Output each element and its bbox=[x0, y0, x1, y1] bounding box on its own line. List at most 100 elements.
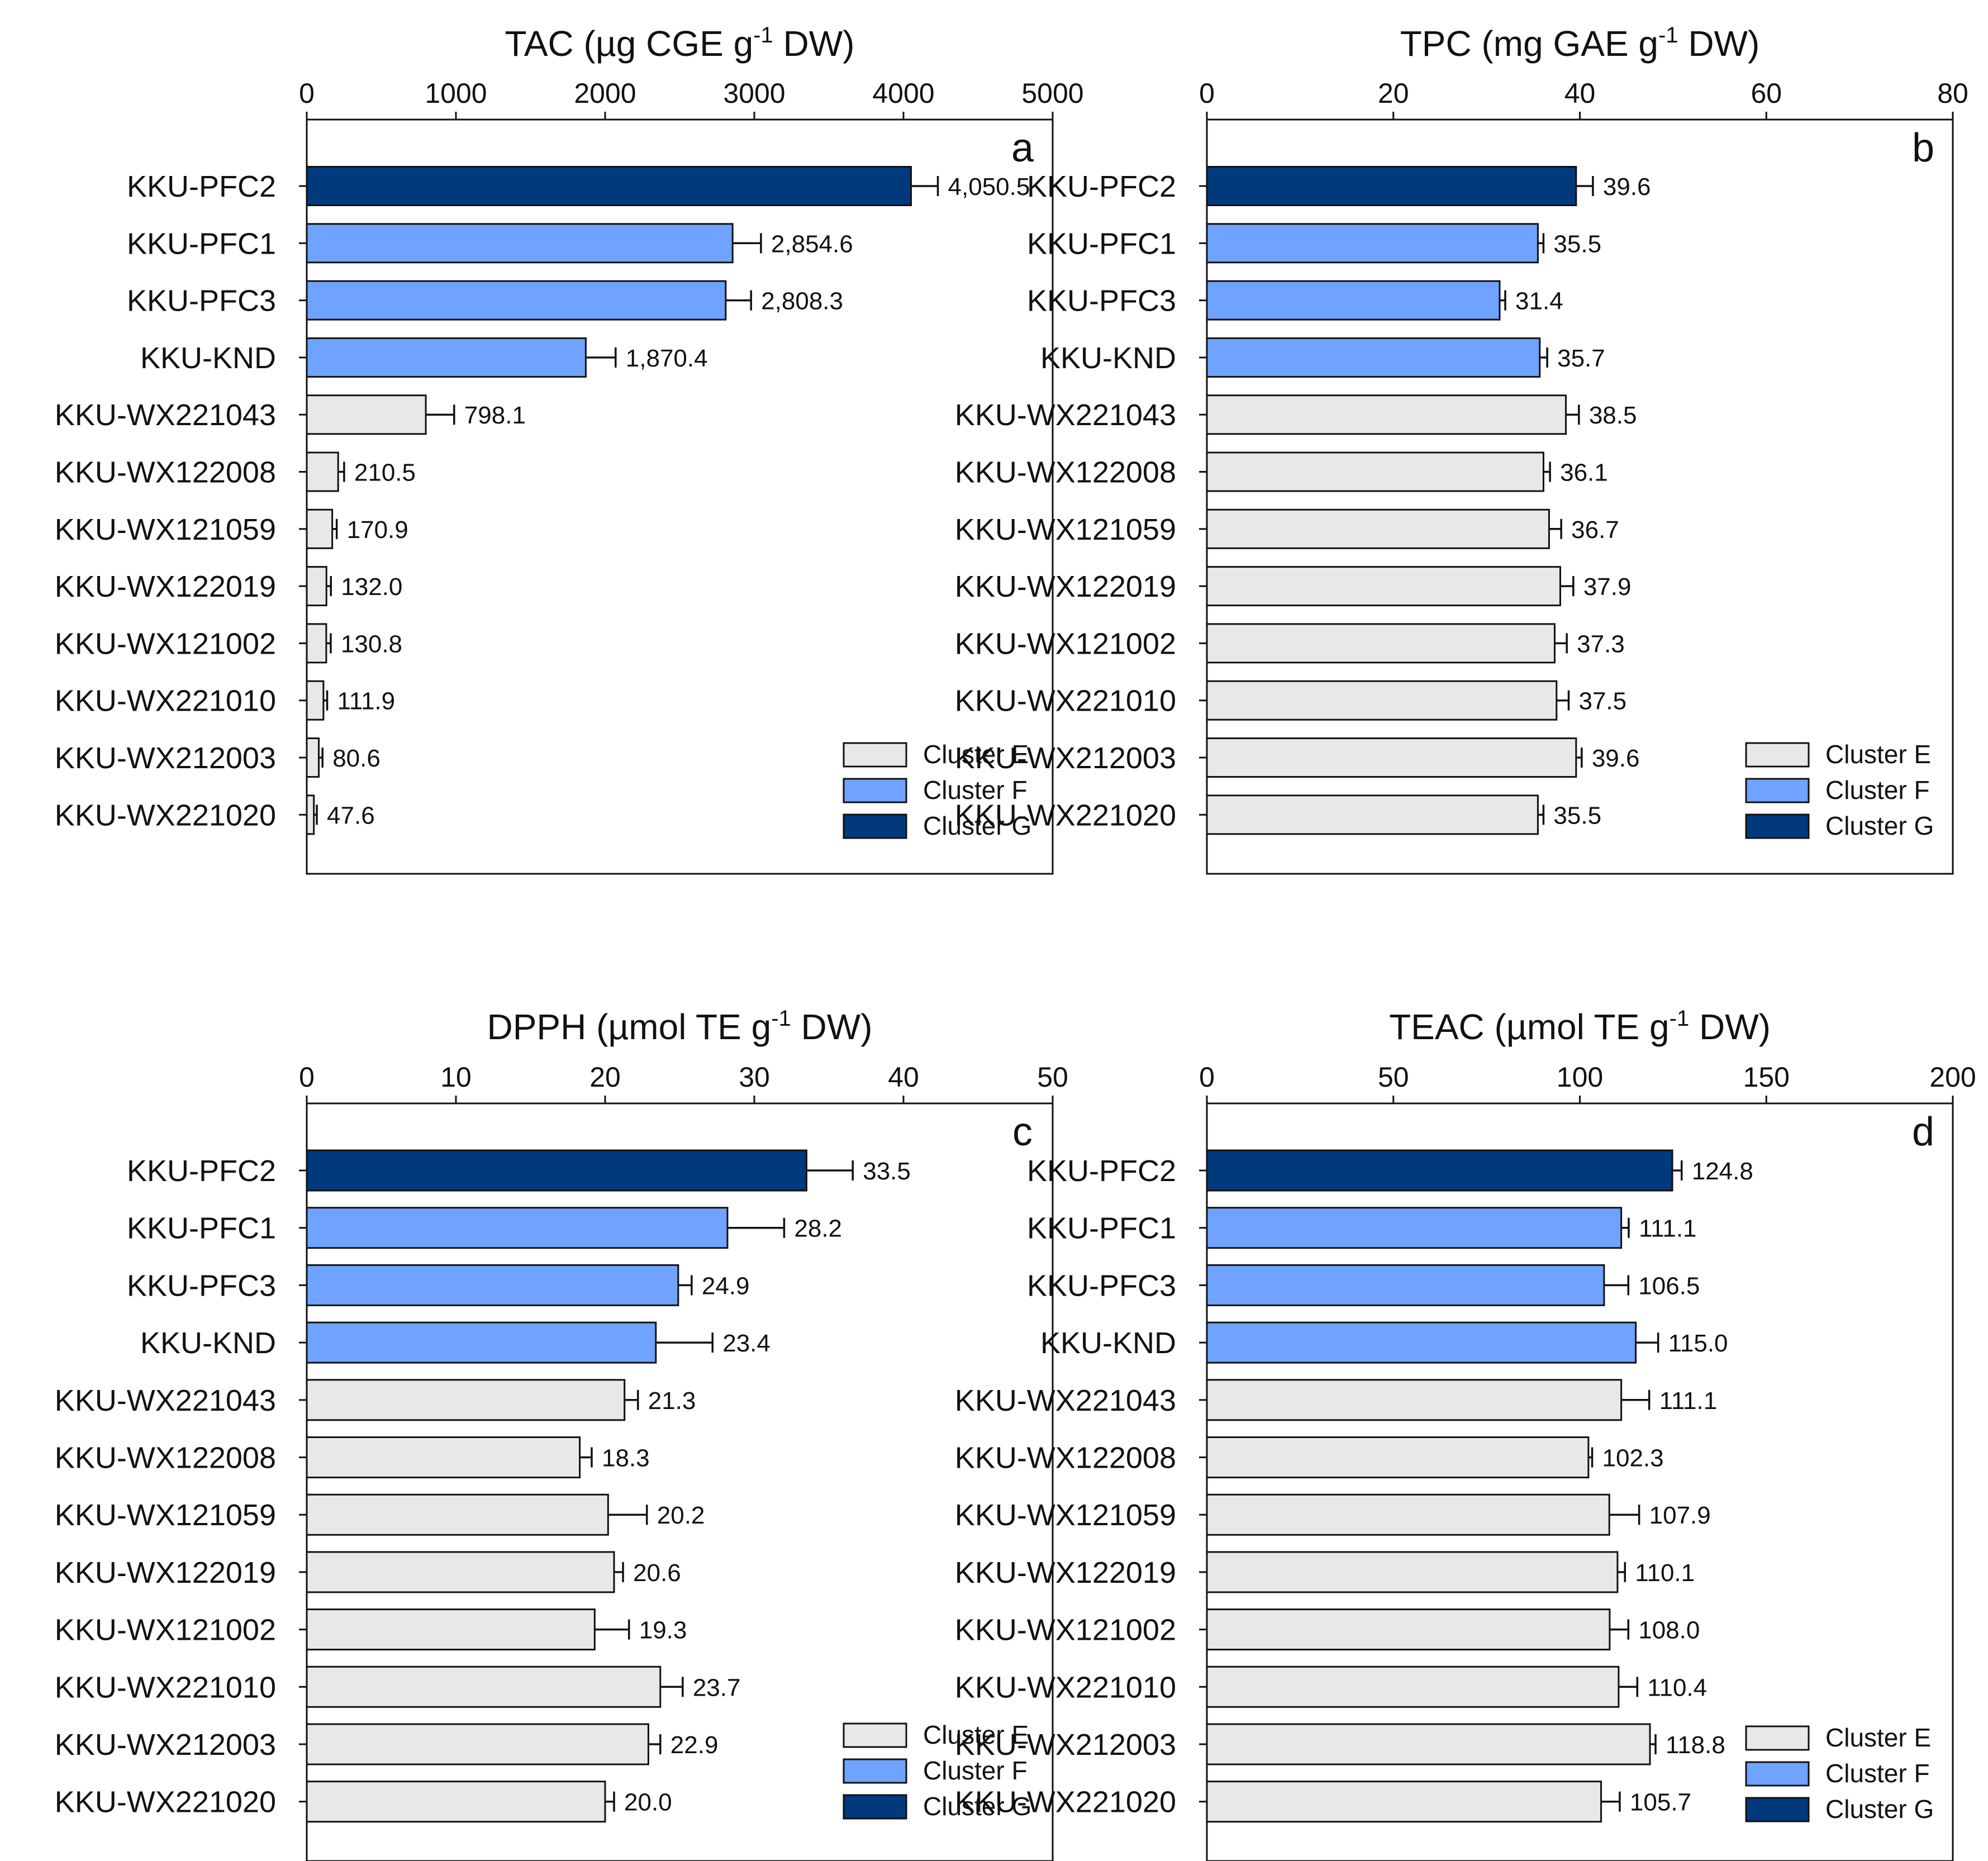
axis-title-main: TPC (mg GAE g bbox=[1400, 23, 1658, 64]
data-label: 105.7 bbox=[1630, 1789, 1691, 1816]
panel-a: TAC (µg CGE g-1 DW) 0 1000 2000 3000 4000 5000… bbox=[55, 23, 1084, 875]
data-label: 39.6 bbox=[1603, 173, 1651, 201]
bar bbox=[306, 623, 327, 664]
data-label: 23.7 bbox=[693, 1674, 741, 1701]
data-label: 2,808.3 bbox=[761, 288, 843, 315]
bar bbox=[1206, 1207, 1623, 1249]
bar bbox=[306, 737, 320, 778]
data-label: 39.6 bbox=[1592, 745, 1640, 772]
category-label: KKU-WX121059 bbox=[55, 1498, 276, 1532]
bar bbox=[306, 394, 427, 435]
axis-title-end: DW) bbox=[773, 23, 855, 64]
bar bbox=[306, 1723, 649, 1765]
bar bbox=[1206, 337, 1541, 378]
x-tick-label: 3000 bbox=[723, 78, 785, 109]
category-label: KKU-PFC2 bbox=[127, 170, 276, 203]
data-label: 111.1 bbox=[1639, 1215, 1697, 1243]
bar bbox=[1206, 1665, 1620, 1708]
bar bbox=[1206, 1264, 1605, 1306]
data-label: 24.9 bbox=[702, 1272, 750, 1300]
category-label: KKU-WX122008 bbox=[55, 456, 276, 489]
x-tick-label: 0 bbox=[299, 1062, 315, 1093]
data-label: 37.5 bbox=[1578, 688, 1626, 715]
bar bbox=[306, 166, 912, 206]
data-label: 118.8 bbox=[1666, 1731, 1725, 1759]
x-tick-label: 20 bbox=[589, 1062, 621, 1093]
legend-label: Cluster E bbox=[1825, 1723, 1931, 1752]
x-tick-label: 40 bbox=[888, 1062, 919, 1093]
axis-title-main: TEAC (µmol TE g bbox=[1389, 1007, 1670, 1047]
data-label: 106.5 bbox=[1638, 1272, 1700, 1300]
x-tick-label: 1000 bbox=[425, 78, 487, 109]
data-label: 28.2 bbox=[794, 1215, 842, 1243]
legend-label: Cluster G bbox=[923, 1792, 1031, 1821]
axis-title-main: TAC (µg CGE g bbox=[505, 23, 754, 64]
bar bbox=[306, 1321, 657, 1364]
bar bbox=[306, 223, 734, 264]
category-label: KKU-KND bbox=[140, 341, 276, 375]
category-label: KKU-KND bbox=[1040, 341, 1176, 375]
axis-title-main: DPPH (µmol TE g bbox=[487, 1007, 772, 1047]
x-tick-label: 100 bbox=[1557, 1062, 1603, 1093]
data-label: 124.8 bbox=[1692, 1158, 1753, 1185]
category-label: KKU-WX221020 bbox=[55, 798, 276, 832]
category-label: KKU-PFC3 bbox=[1027, 284, 1176, 318]
data-label: 20.6 bbox=[633, 1559, 681, 1587]
category-label: KKU-WX121059 bbox=[55, 513, 276, 546]
x-tick-label: 60 bbox=[1751, 78, 1782, 109]
legend-swatch bbox=[1745, 778, 1810, 803]
data-label: 35.5 bbox=[1553, 230, 1601, 258]
category-label: KKU-PFC1 bbox=[1027, 1212, 1176, 1245]
bar bbox=[1206, 1493, 1610, 1536]
data-label: 20.2 bbox=[657, 1502, 705, 1529]
legend-swatch bbox=[1745, 1797, 1810, 1822]
category-label: KKU-WX221043 bbox=[955, 398, 1176, 432]
panel-b: TPC (mg GAE g-1 DW) 0 20 40 60 80b KKU-PFC2 39.… bbox=[955, 23, 1968, 875]
panel-c: DPPH (µmol TE g-1 DW) 0 10 20 30 40 50c KKU-PFC… bbox=[55, 1006, 1068, 1861]
data-label: 19.3 bbox=[639, 1617, 687, 1644]
data-label: 110.1 bbox=[1635, 1559, 1695, 1587]
legend-label: Cluster G bbox=[1825, 1795, 1934, 1824]
x-tick-label: 10 bbox=[440, 1062, 472, 1093]
axis-title-superscript: -1 bbox=[1670, 1006, 1690, 1031]
category-label: KKU-WX221010 bbox=[55, 1670, 276, 1704]
data-label: 47.6 bbox=[327, 802, 375, 829]
axis-title-end: DW) bbox=[1689, 1007, 1771, 1047]
bar bbox=[306, 680, 325, 721]
legend-swatch bbox=[843, 742, 907, 768]
legend-label: Cluster E bbox=[1825, 740, 1931, 769]
plot-frame bbox=[306, 118, 1054, 875]
legend-label: Cluster E bbox=[923, 1720, 1029, 1749]
data-label: 132.0 bbox=[341, 573, 402, 601]
data-label: 31.4 bbox=[1515, 288, 1563, 315]
data-label: 23.4 bbox=[722, 1330, 771, 1357]
axis-title: DPPH (µmol TE g-1 DW) bbox=[487, 1006, 873, 1047]
bar bbox=[306, 1665, 662, 1708]
bar bbox=[1206, 1149, 1673, 1192]
x-tick-label: 4000 bbox=[872, 78, 934, 109]
bar bbox=[1206, 166, 1577, 206]
category-label: KKU-WX212003 bbox=[955, 1728, 1176, 1762]
data-label: 130.8 bbox=[341, 630, 402, 658]
bar bbox=[306, 280, 727, 321]
legend-label: Cluster F bbox=[923, 775, 1028, 805]
category-label: KKU-WX122008 bbox=[955, 1441, 1176, 1475]
category-label: KKU-PFC2 bbox=[1027, 1154, 1176, 1188]
bar bbox=[1206, 451, 1544, 492]
x-tick-label: 0 bbox=[1199, 1062, 1215, 1093]
legend-label: Cluster F bbox=[923, 1756, 1028, 1785]
x-tick-label: 150 bbox=[1743, 1062, 1790, 1093]
category-label: KKU-PFC3 bbox=[1027, 1269, 1176, 1302]
category-label: KKU-PFC1 bbox=[1027, 227, 1176, 260]
axis-title-superscript: -1 bbox=[753, 23, 773, 47]
category-label: KKU-PFC3 bbox=[127, 1269, 276, 1302]
axis-title: TEAC (µmol TE g-1 DW) bbox=[1389, 1006, 1771, 1047]
bar bbox=[1206, 1551, 1619, 1593]
bar bbox=[1206, 1379, 1623, 1421]
legend-label: Cluster E bbox=[923, 740, 1029, 769]
data-label: 170.9 bbox=[347, 516, 408, 544]
category-label: KKU-WX221020 bbox=[55, 1786, 276, 1819]
bar bbox=[1206, 280, 1501, 321]
axis-title-superscript: -1 bbox=[771, 1006, 791, 1031]
data-label: 798.1 bbox=[464, 402, 526, 429]
